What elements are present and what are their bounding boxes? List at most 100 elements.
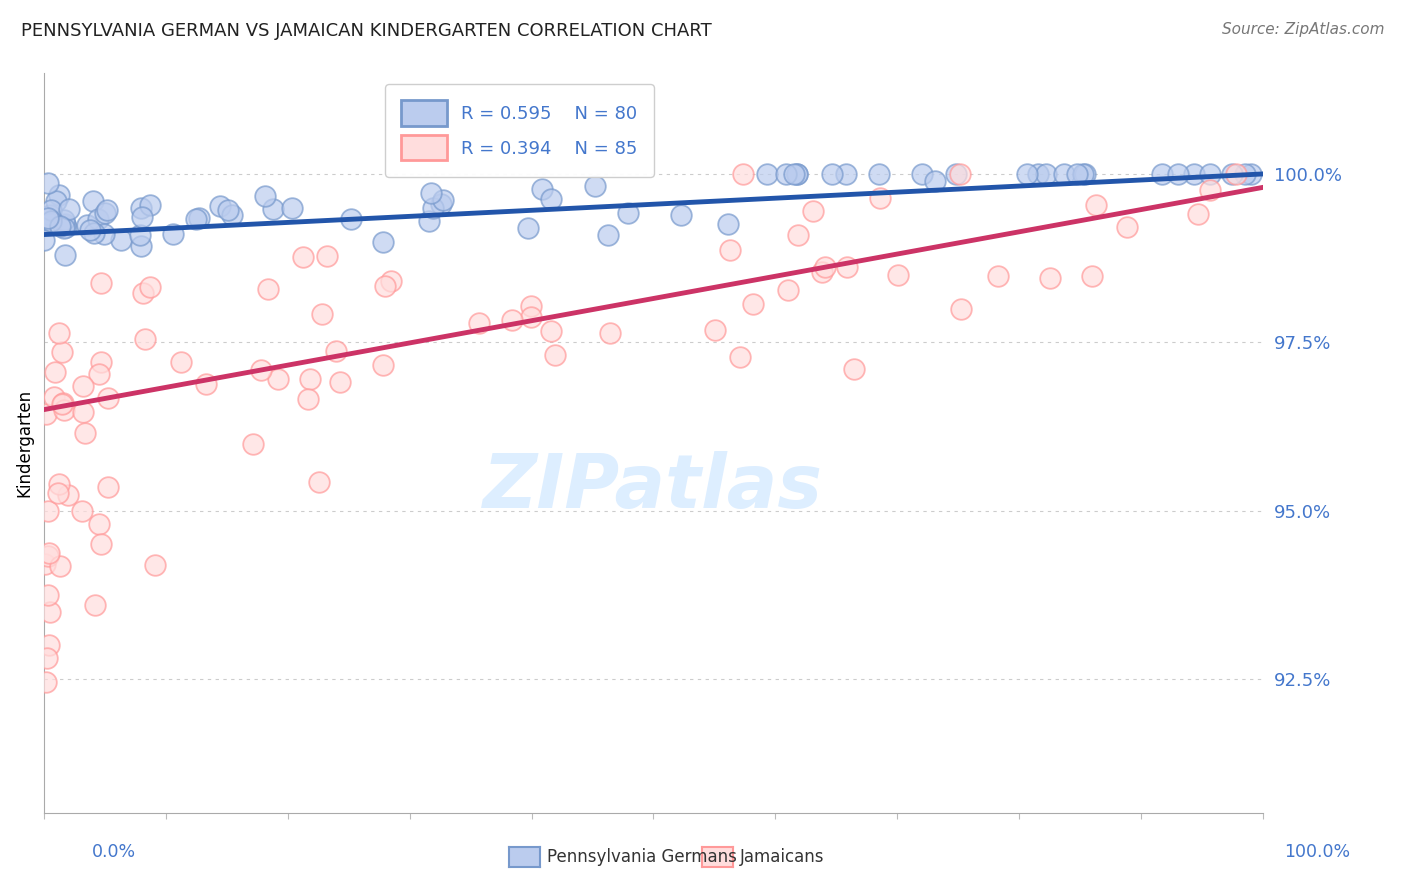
Point xyxy=(93,227,115,241)
Point xyxy=(53,402,76,417)
Point xyxy=(51,397,73,411)
Point xyxy=(76,218,98,232)
Point xyxy=(90,537,112,551)
Point xyxy=(516,221,538,235)
Point xyxy=(728,351,751,365)
Point xyxy=(1150,167,1173,181)
Point xyxy=(55,220,77,235)
Point xyxy=(221,208,243,222)
Point xyxy=(786,227,808,242)
Y-axis label: Kindergarten: Kindergarten xyxy=(15,389,32,497)
Point xyxy=(129,201,152,215)
Point xyxy=(281,201,304,215)
Point xyxy=(704,323,727,337)
Point xyxy=(184,211,207,226)
Point xyxy=(373,358,395,372)
Point xyxy=(544,349,567,363)
Point xyxy=(422,201,444,215)
Point xyxy=(340,212,363,227)
Point xyxy=(371,235,394,249)
Point xyxy=(1026,167,1049,181)
Point xyxy=(540,324,562,338)
Point xyxy=(132,286,155,301)
Point xyxy=(37,504,59,518)
Point xyxy=(298,372,321,386)
Point xyxy=(262,202,284,216)
Point xyxy=(143,558,166,573)
Point xyxy=(887,268,910,282)
Point xyxy=(1039,271,1062,285)
Point xyxy=(1084,198,1107,212)
Point xyxy=(599,326,621,340)
Point xyxy=(267,372,290,386)
Point xyxy=(52,220,75,235)
Point xyxy=(467,316,489,330)
Point xyxy=(110,233,132,247)
Point xyxy=(188,211,211,225)
Point xyxy=(834,167,856,181)
Point xyxy=(786,167,808,181)
Point xyxy=(432,193,454,207)
Point xyxy=(987,269,1010,284)
Point xyxy=(325,343,347,358)
Point xyxy=(1071,167,1094,181)
Point xyxy=(87,212,110,227)
Point xyxy=(34,407,56,421)
Point xyxy=(48,219,70,233)
Point xyxy=(37,176,59,190)
Point xyxy=(596,228,619,243)
Point xyxy=(801,203,824,218)
Point xyxy=(311,307,333,321)
Point xyxy=(380,274,402,288)
Point xyxy=(83,226,105,240)
Point xyxy=(1074,167,1097,181)
Point xyxy=(53,247,76,261)
Point xyxy=(842,362,865,376)
Point xyxy=(775,167,797,181)
Point xyxy=(217,202,239,217)
Point xyxy=(51,345,73,359)
Point xyxy=(58,202,80,216)
Point xyxy=(97,480,120,494)
Point xyxy=(46,485,69,500)
Point xyxy=(41,216,63,230)
Point xyxy=(56,488,79,502)
Point xyxy=(1066,167,1088,181)
Point xyxy=(329,375,352,389)
Point xyxy=(911,167,934,181)
Point xyxy=(1053,167,1076,181)
Point xyxy=(37,588,59,602)
Point xyxy=(129,239,152,253)
Point xyxy=(48,326,70,341)
Point xyxy=(72,405,94,419)
Point xyxy=(139,280,162,294)
Point xyxy=(540,192,562,206)
Legend: R = 0.595    N = 80, R = 0.394    N = 85: R = 0.595 N = 80, R = 0.394 N = 85 xyxy=(385,84,654,177)
Point xyxy=(72,378,94,392)
Point xyxy=(316,249,339,263)
Point xyxy=(249,363,271,377)
Point xyxy=(82,194,104,209)
Point xyxy=(1225,167,1247,181)
Point xyxy=(617,205,640,219)
Point xyxy=(90,277,112,291)
Point xyxy=(783,167,806,181)
Point xyxy=(717,217,740,231)
Point xyxy=(1015,167,1038,181)
Point xyxy=(1199,167,1222,181)
Point xyxy=(37,549,59,564)
Point xyxy=(79,223,101,237)
Point xyxy=(949,302,972,317)
Point xyxy=(945,167,967,181)
Point xyxy=(778,283,800,297)
Point xyxy=(1035,167,1057,181)
Point xyxy=(308,475,330,489)
Point xyxy=(97,392,120,406)
Point xyxy=(1222,167,1244,181)
Point xyxy=(418,213,440,227)
Point xyxy=(869,191,891,205)
Point xyxy=(38,546,60,560)
Point xyxy=(821,167,844,181)
Point xyxy=(374,278,396,293)
Point xyxy=(756,167,779,181)
